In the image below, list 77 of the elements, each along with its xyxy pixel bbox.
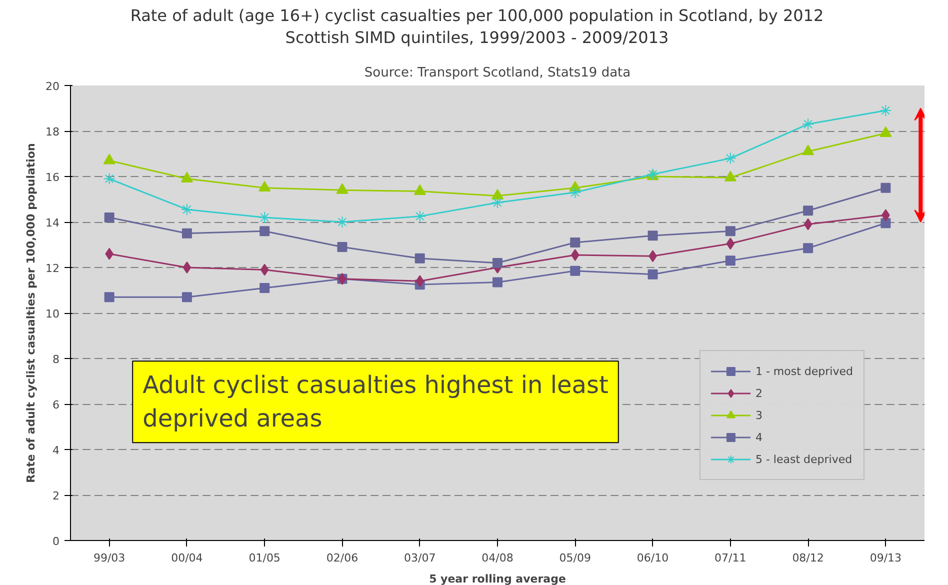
y-tick-label: 4 [52, 444, 60, 457]
point [802, 118, 814, 130]
x-tick-label: 04/08 [482, 552, 514, 564]
x-tick-label: 06/10 [636, 552, 669, 564]
point [725, 256, 736, 266]
x-tick-label: 02/06 [326, 552, 358, 564]
point [802, 144, 814, 156]
legend-label: 1 - most deprived [755, 364, 853, 378]
point [336, 216, 348, 228]
point [724, 152, 736, 164]
point [258, 181, 271, 192]
point [260, 282, 270, 293]
point [726, 238, 735, 250]
point [260, 264, 269, 276]
y-tick-label: 16 [46, 171, 60, 184]
x-tick-label: 05/09 [559, 552, 591, 564]
y-tick-label: 2 [52, 490, 60, 502]
point [182, 228, 192, 238]
point [492, 188, 504, 200]
point [803, 206, 814, 216]
point [416, 275, 424, 288]
x-tick-label: 01/05 [248, 552, 280, 564]
point [103, 172, 116, 185]
point [724, 170, 736, 182]
x-tick-label: 99/03 [93, 552, 126, 564]
point [492, 277, 502, 288]
point [180, 172, 193, 182]
x-tick-label: 08/12 [792, 552, 824, 564]
point [648, 269, 658, 280]
legend-label: 2 [755, 386, 764, 400]
point [725, 226, 736, 236]
point [260, 226, 270, 236]
point [569, 186, 582, 198]
point [337, 242, 348, 252]
point [803, 243, 814, 254]
point [648, 230, 658, 241]
y-tick-label: 12 [46, 262, 60, 275]
point [104, 292, 114, 302]
x-axis-title: 5 year rolling average [429, 572, 566, 585]
point [414, 184, 426, 195]
point [336, 183, 348, 194]
point [570, 237, 580, 248]
point [492, 258, 502, 268]
y-tick-label: 14 [46, 216, 60, 230]
x-tick-label: 07/11 [714, 552, 746, 564]
point [103, 154, 116, 164]
point [414, 253, 425, 264]
x-tick-label: 00/04 [171, 552, 203, 564]
y-tick-label: 20 [46, 80, 60, 93]
point [492, 196, 504, 209]
y-tick-label: 10 [46, 308, 60, 320]
legend-label: 3 [755, 408, 764, 422]
legend-label: 4 [755, 430, 764, 444]
point [804, 218, 812, 230]
x-tick-label: 03/07 [404, 552, 436, 564]
point [182, 262, 192, 274]
y-tick-label: 0 [52, 535, 60, 548]
point [570, 248, 580, 261]
point [880, 218, 891, 228]
point [570, 266, 580, 276]
y-tick-label: 6 [52, 398, 60, 412]
chart-title: Rate of adult (age 16+) cyclist casualties per 100,000 population in Scotland, by 2012 Scottish SIMD quintiles, 1999/2003 - 2009/2013 [130, 5, 824, 48]
point [880, 104, 892, 117]
point [180, 203, 193, 216]
point [880, 182, 891, 193]
point [182, 292, 192, 302]
point [104, 212, 114, 222]
point [414, 210, 426, 222]
chart-subtitle: Source: Transport Scotland, Stats19 data [364, 66, 631, 80]
legend-label: 5 - least deprived [755, 452, 852, 466]
x-tick-label: 09/13 [870, 552, 902, 564]
y-tick-label: 18 [46, 126, 60, 138]
y-axis-title: Rate of adult cyclist casualties per 100,000 population [24, 143, 38, 483]
annotation: Adult cyclist casualties highest in least deprived areas [142, 371, 608, 433]
point [258, 211, 271, 224]
point [880, 126, 892, 137]
y-tick-label: 8 [52, 353, 60, 366]
